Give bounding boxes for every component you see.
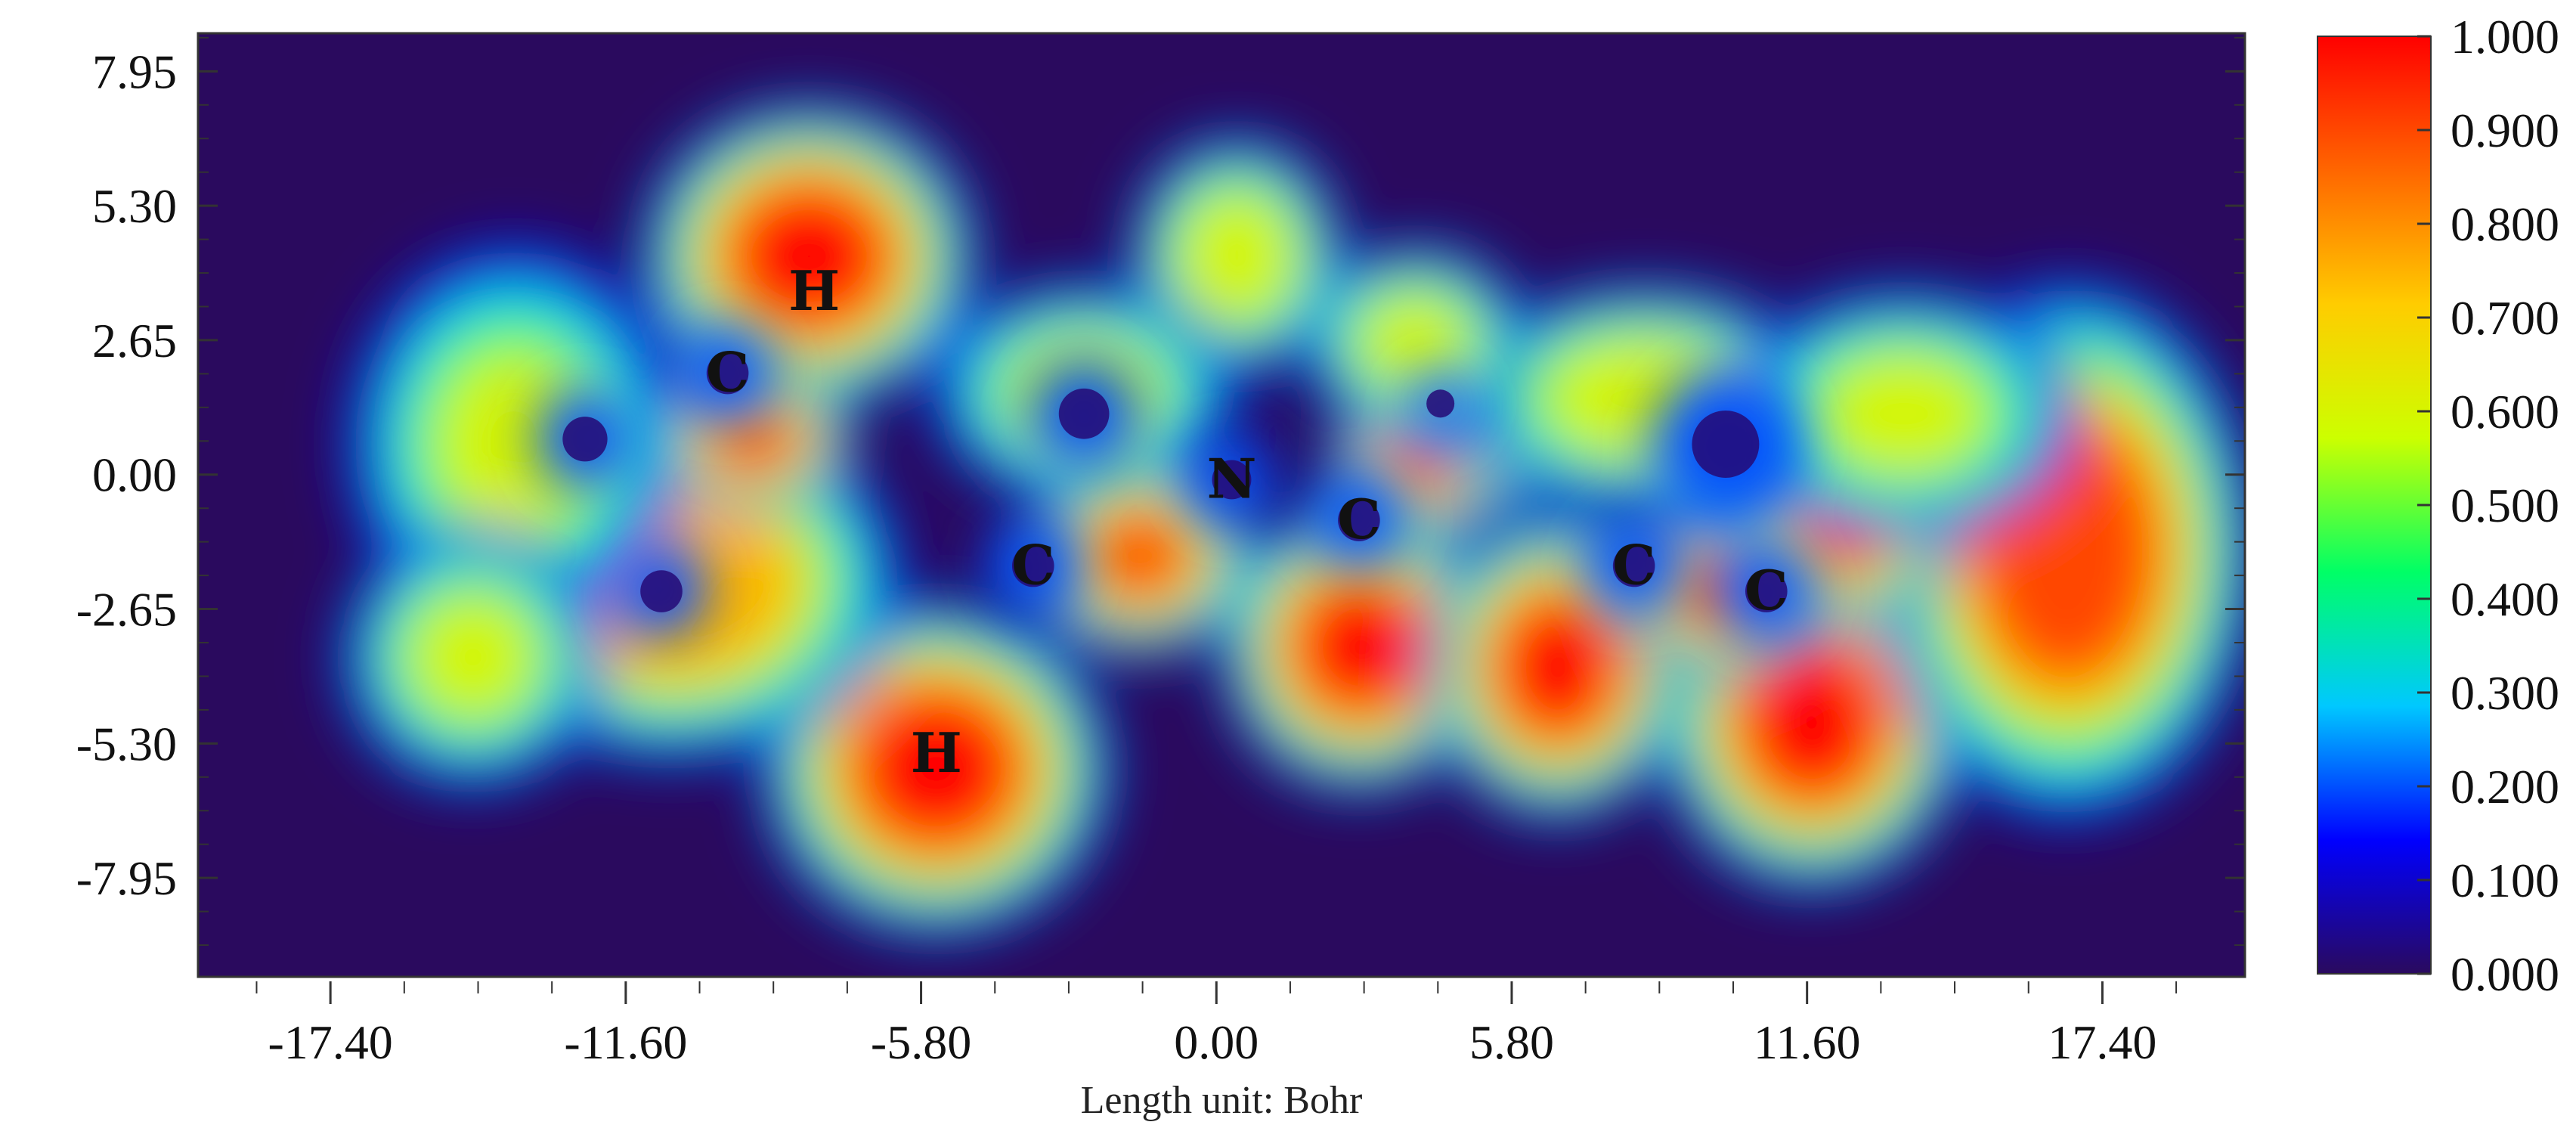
density-hotspot (760, 600, 1113, 938)
atom-label-c: C (1011, 533, 1054, 597)
y-tick-label: -5.30 (76, 717, 177, 770)
density-hole-core (562, 417, 608, 462)
colorbar-tick-label: 0.400 (2451, 572, 2559, 626)
x-tick-label: 11.60 (1754, 1015, 1861, 1069)
x-tick-label: 17.40 (2048, 1015, 2156, 1069)
density-hole-core (1338, 499, 1380, 541)
density-hotspot (339, 524, 606, 790)
atom-label-n: N (1207, 446, 1257, 510)
y-tick-label: -2.65 (76, 583, 177, 637)
x-axis: -17.40 -11.60 -5.80 0.00 5.80 11.60 17.40 (255, 981, 2178, 1069)
density-hole-core (1692, 411, 1760, 478)
plot-area (197, 32, 2246, 978)
colorbar-tick-label: 0.500 (2451, 479, 2559, 532)
colorbar-tick-label: 0.900 (2451, 104, 2559, 157)
density-hotspot (1728, 288, 2079, 540)
colorbar-tick-label: 0.800 (2451, 197, 2559, 251)
y-tick-label: 7.95 (92, 45, 177, 98)
x-tick-label: -5.80 (871, 1015, 971, 1069)
density-hotspot (1302, 244, 1528, 442)
colorbar-ticks: 1.000 0.900 0.800 0.700 0.600 0.500 0.400 0.300… (2417, 10, 2559, 1001)
colorbar-tick-label: 0.200 (2451, 760, 2559, 814)
colorbar-gradient (2317, 36, 2432, 975)
x-tick-label: 0.00 (1174, 1015, 1259, 1069)
density-hole-core (706, 352, 749, 395)
density-hole-core (1058, 388, 1110, 439)
y-tick-label: 2.65 (92, 314, 177, 367)
colorbar-tick-label: 0.700 (2451, 291, 2559, 345)
density-holes-core (562, 352, 1788, 612)
colorbar-tick-label: 0.300 (2451, 666, 2559, 720)
colorbar: 1.000 0.900 0.800 0.700 0.600 0.500 0.400 0.300… (2317, 10, 2559, 1001)
x-tick-label: -17.40 (268, 1015, 392, 1069)
density-hole-core (1612, 544, 1655, 587)
plot-frame (197, 32, 2246, 978)
atom-label-c: C (1337, 487, 1380, 551)
y-axis: 7.95 5.30 2.65 0.00 -2.65 -5.30 -7.95 (76, 36, 2245, 947)
density-hole-core (1011, 544, 1054, 587)
y-tick-label: 5.30 (92, 179, 177, 233)
atom-label-c: C (1745, 558, 1788, 622)
colorbar-tick-label: 0.100 (2451, 854, 2559, 907)
atom-label-h: H (788, 259, 840, 323)
density-hotspot (1219, 501, 1499, 794)
density-hole-core (1212, 460, 1252, 500)
y-tick-label: -7.95 (76, 851, 177, 905)
x-tick-label: -11.60 (564, 1015, 687, 1069)
atom-label-h: H (911, 721, 962, 785)
x-tick-label: 5.80 (1469, 1015, 1554, 1069)
density-hotspot (639, 103, 978, 411)
colorbar-tick-label: 0.000 (2451, 947, 2559, 1001)
heatmap-layer (339, 103, 2245, 938)
colorbar-tick-label: 0.600 (2451, 385, 2559, 439)
density-hole-core (1426, 389, 1455, 418)
atom-label-c: C (706, 340, 749, 404)
density-hole-core (1745, 570, 1788, 612)
atom-label-c: C (1612, 533, 1655, 597)
density-hole-core (640, 570, 683, 612)
y-tick-label: 0.00 (92, 448, 177, 502)
x-axis-title: Length unit: Bohr (1081, 1079, 1363, 1122)
colorbar-tick-label: 1.000 (2451, 10, 2559, 64)
